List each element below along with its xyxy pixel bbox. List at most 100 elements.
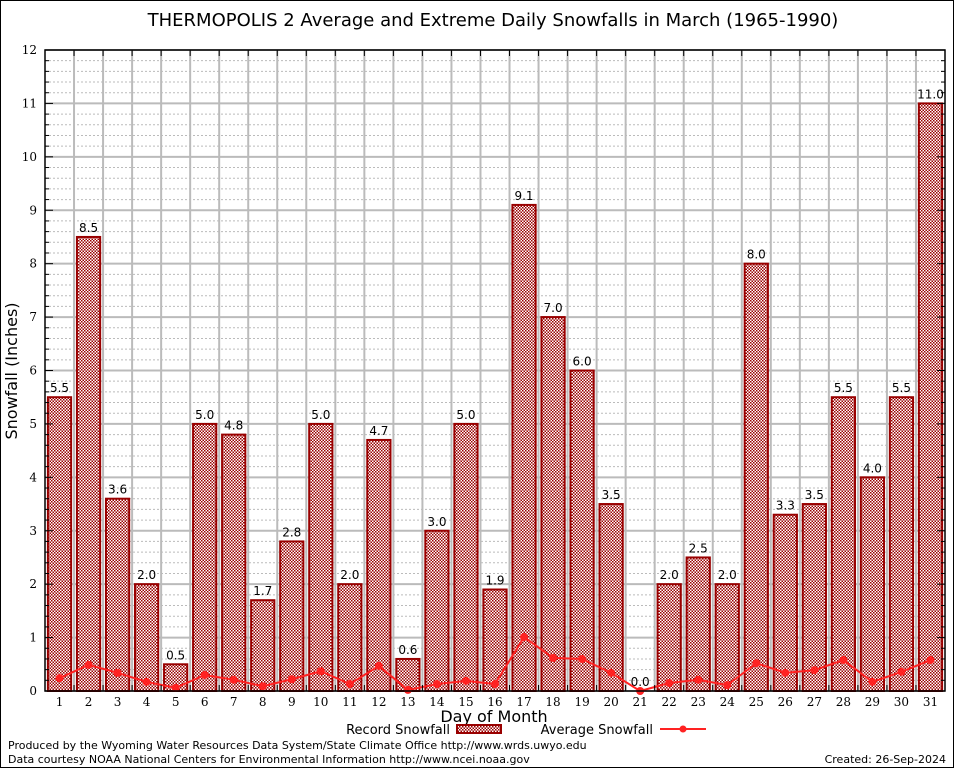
bar-label-day-3: 3.6	[108, 483, 127, 497]
average-point-day-25	[752, 659, 761, 668]
y-tick-label: 10	[22, 150, 37, 164]
x-tick-label: 20	[603, 695, 618, 709]
x-tick-label: 11	[342, 695, 357, 709]
bar-day-29	[859, 476, 886, 693]
y-tick-label: 0	[29, 684, 37, 698]
average-point-day-24	[723, 681, 732, 690]
average-point-day-6	[200, 670, 209, 679]
x-tick-label: 22	[662, 695, 677, 709]
average-point-day-19	[578, 654, 587, 663]
x-tick-label: 23	[691, 695, 706, 709]
average-point-day-16	[491, 680, 499, 689]
average-point-day-30	[897, 667, 906, 676]
bar-labels: 5.5 8.5 3.6 2.0 0.5 5.0 4.8 1.7 2.8 5.0 2.0 4.7 0.6 3…	[50, 87, 944, 689]
bar-label-day-20: 3.5	[602, 488, 621, 502]
legend-label-record: Record Snowfall	[346, 723, 450, 738]
bar-day-6	[192, 422, 218, 692]
bar-label-day-30: 5.5	[892, 381, 911, 395]
bar-day-11	[337, 583, 363, 693]
bar-day-17	[511, 203, 537, 693]
bar-day-1	[46, 396, 73, 692]
bar-label-day-14: 3.0	[427, 515, 446, 529]
bar-label-day-13: 0.6	[398, 643, 417, 657]
average-point-day-29	[868, 677, 877, 686]
average-point-day-2	[84, 660, 93, 669]
bar-label-day-23: 2.5	[689, 541, 708, 555]
average-point-day-20	[607, 668, 616, 677]
x-tick-labels: 1 2 3 4 5 6 7 8 9 10 11 12 13 14 15 16 17 18 19 20 21 22 23 24 2…	[56, 695, 938, 709]
legend: Record Snowfall Average Snowfall	[346, 723, 706, 738]
bar-label-day-15: 5.0	[456, 408, 475, 422]
average-point-day-12	[374, 661, 383, 670]
bar-label-day-28: 5.5	[834, 381, 853, 395]
bar-day-2	[75, 235, 102, 692]
x-tick-label: 2	[85, 695, 93, 709]
average-point-day-18	[549, 653, 558, 662]
average-point-day-27	[810, 666, 819, 675]
average-point-day-9	[287, 675, 296, 684]
x-tick-label: 30	[894, 695, 909, 709]
average-point-day-13	[403, 685, 412, 694]
y-tick-label: 11	[22, 96, 37, 110]
y-tick-label: 3	[29, 524, 37, 538]
bar-label-day-9: 2.8	[282, 525, 301, 539]
bar-label-day-7: 4.8	[224, 419, 243, 433]
bar-label-day-8: 1.7	[253, 584, 272, 598]
legend-label-average: Average Snowfall	[541, 723, 653, 738]
x-tick-label: 18	[545, 695, 560, 709]
bar-label-day-4: 2.0	[137, 568, 156, 582]
x-tick-label: 10	[313, 695, 328, 709]
bar-day-9	[279, 540, 305, 693]
x-tick-label: 8	[259, 695, 267, 709]
bar-day-26	[772, 513, 798, 692]
bar-day-3	[104, 497, 131, 693]
bar-label-day-16: 1.9	[485, 574, 504, 588]
y-axis-label: Snowfall (Inches)	[2, 302, 21, 439]
y-tick-label: 5	[29, 417, 37, 431]
y-tick-label: 8	[29, 257, 37, 271]
bar-day-31	[917, 102, 944, 692]
x-tick-label: 16	[487, 695, 502, 709]
x-tick-label: 9	[288, 695, 296, 709]
bar-label-day-22: 2.0	[660, 568, 679, 582]
x-tick-label: 4	[143, 695, 151, 709]
bar-day-22	[656, 583, 682, 693]
bar-day-7	[221, 433, 247, 692]
average-point-day-31	[926, 656, 935, 665]
bar-label-day-1: 5.5	[50, 381, 69, 395]
x-tick-label: 31	[923, 695, 938, 709]
x-tick-label: 25	[749, 695, 764, 709]
y-tick-label: 2	[29, 577, 37, 591]
average-point-day-23	[694, 675, 703, 684]
bar-day-28	[830, 396, 856, 692]
y-tick-label: 7	[29, 310, 37, 324]
footer-created: Created: 26-Sep-2024	[825, 753, 946, 766]
bar-day-27	[801, 503, 827, 692]
average-point-day-14	[432, 680, 441, 689]
average-point-day-28	[839, 656, 848, 665]
x-tick-label: 24	[720, 695, 736, 709]
average-point-day-8	[258, 682, 267, 691]
x-tick-label: 1	[56, 695, 64, 709]
bars	[46, 102, 944, 693]
y-tick-label: 6	[29, 364, 37, 378]
footer-data-courtesy: Data courtesy NOAA National Centers for …	[8, 753, 530, 766]
bar-label-day-24: 2.0	[718, 568, 737, 582]
bar-day-12	[366, 438, 392, 693]
x-tick-label: 29	[865, 695, 880, 709]
average-point-day-5	[171, 683, 180, 692]
bar-label-day-6: 5.0	[195, 408, 214, 422]
y-tick-label: 9	[29, 203, 37, 217]
x-axis-label: Day of Month	[440, 707, 547, 726]
bar-day-20	[598, 503, 624, 692]
average-point-day-1	[55, 674, 64, 683]
bar-label-day-31: 11.0	[917, 87, 944, 101]
bar-label-day-18: 7.0	[544, 301, 563, 315]
average-point-day-22	[665, 678, 674, 687]
x-tick-label: 26	[778, 695, 793, 709]
bar-label-day-19: 6.0	[573, 355, 592, 369]
average-point-day-26	[781, 668, 790, 677]
footer-produced-by: Produced by the Wyoming Water Resources …	[8, 739, 587, 752]
x-tick-label: 21	[633, 695, 648, 709]
